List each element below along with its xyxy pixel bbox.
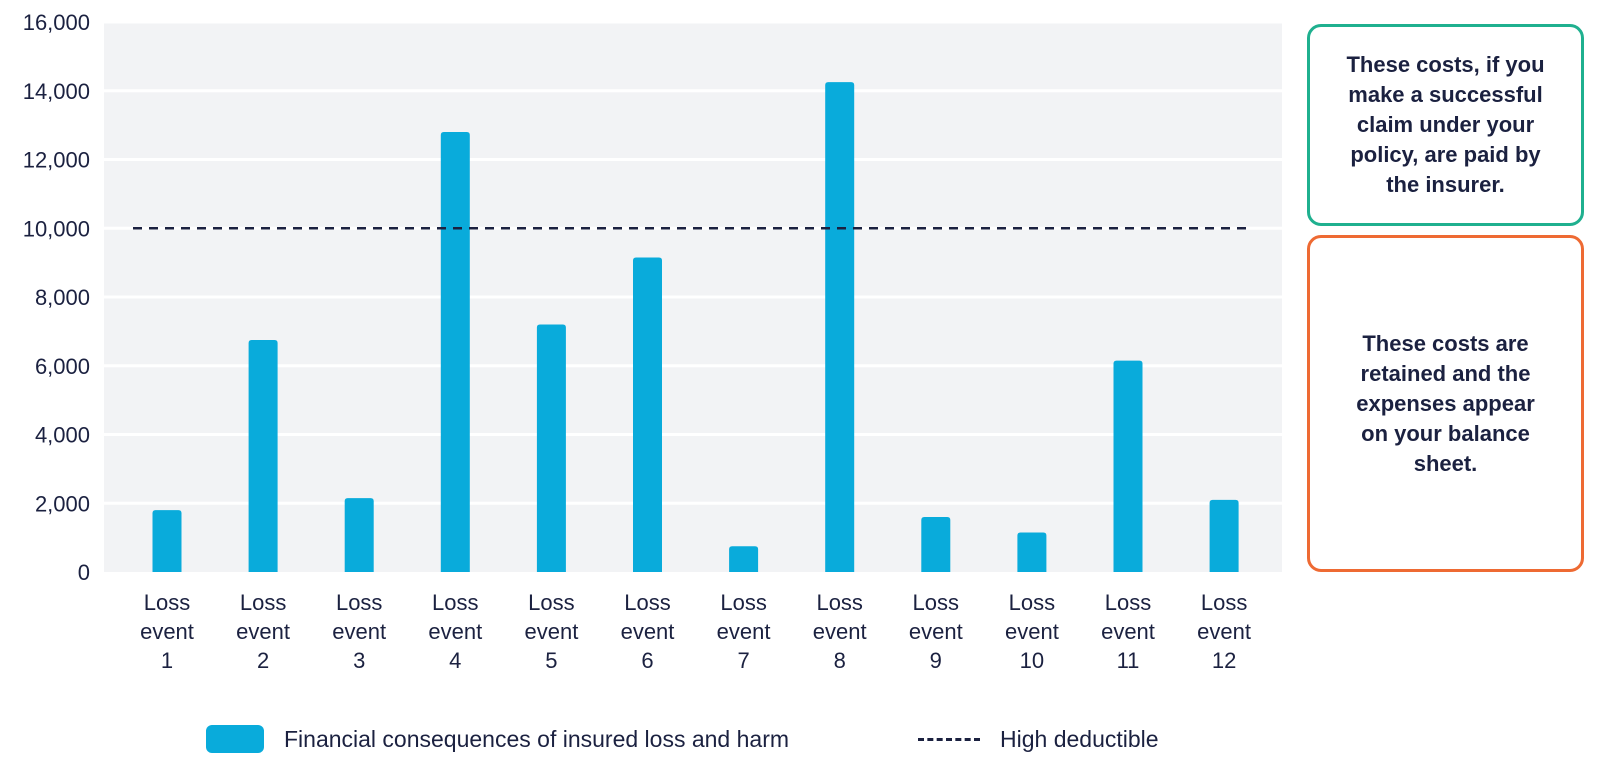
x-tick-label: Loss event 12 [1197,590,1251,673]
y-tick-label: 16,000 [23,10,90,35]
bar [729,546,759,572]
x-tick-label: Loss event 4 [428,590,482,673]
bar [248,339,278,572]
insurer-paid-note: These costs, if you make a successful cl… [1307,24,1584,226]
x-tick-label: Loss event 11 [1101,590,1155,673]
y-tick-label: 10,000 [23,216,90,241]
bar [440,132,470,572]
y-tick-label: 4,000 [35,423,90,448]
bar [921,517,951,572]
x-tick-label: Loss event 6 [621,590,675,673]
x-axis: Loss event 1 Loss event 2 Loss event 3 Loss event 4… [140,590,1251,673]
y-axis: 0 2,000 4,000 6,000 8,000 10,000 12,000 14,000 1… [23,10,90,585]
y-tick-label: 14,000 [23,79,90,104]
bar [1209,499,1239,572]
bar [633,257,662,572]
x-tick-label: Loss event 9 [909,590,963,673]
legend-dashed-line-swatch [918,737,980,741]
y-tick-label: 8,000 [35,285,90,310]
legend-item-deductible: High deductible [918,723,1159,755]
bar [1017,532,1047,572]
bar [152,510,182,572]
x-tick-label: Loss event 7 [717,590,771,673]
legend-deductible-label: High deductible [1000,725,1159,752]
legend-bars-label: Financial consequences of insured loss a… [284,725,790,752]
insurer-paid-note-text: These costs, if you make a successful cl… [1346,52,1545,197]
bar [536,324,566,572]
x-tick-label: Loss event 5 [524,590,578,673]
legend-bar-swatch [206,725,264,753]
bar [1113,360,1143,572]
x-tick-label: Loss event 3 [332,590,386,673]
retained-costs-note: These costs are retained and the expense… [1307,235,1584,572]
retained-costs-note-text: These costs are retained and the expense… [1356,330,1535,476]
legend-item-bars: Financial consequences of insured loss a… [206,723,789,755]
x-tick-label: Loss event 8 [813,590,867,673]
x-tick-label: Loss event 10 [1005,590,1059,673]
y-tick-label: 6,000 [35,354,90,379]
x-tick-label: Loss event 2 [236,590,290,673]
bar [825,82,855,572]
bars [152,82,1239,572]
gridlines [104,20,1282,505]
x-tick-label: Loss event 1 [140,590,194,673]
bar [344,498,374,572]
y-tick-label: 2,000 [35,491,90,516]
y-tick-label: 12,000 [23,148,90,173]
y-tick-label: 0 [78,560,90,585]
